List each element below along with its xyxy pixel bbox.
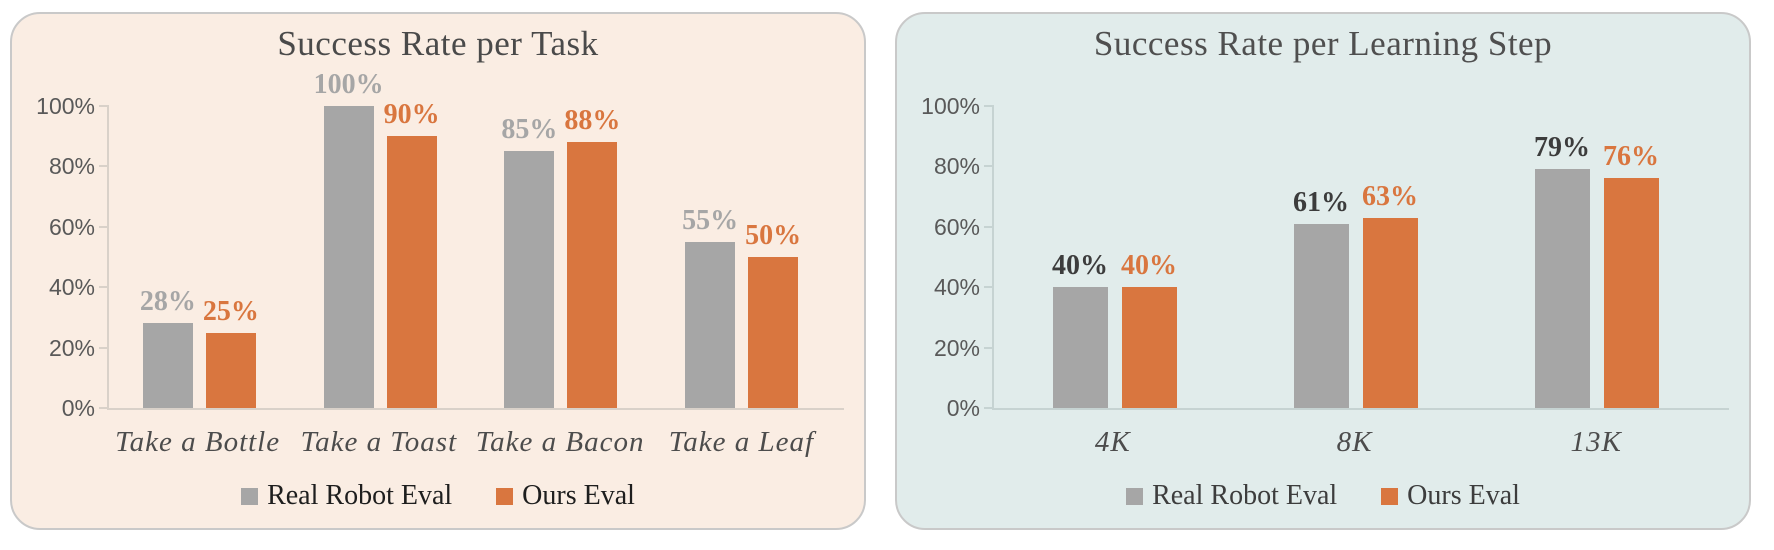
legend-swatch [1126,487,1144,505]
bar-value-label: 90% [383,99,440,131]
bars-row: 40% 40% 61% 63% 79% 76% [994,106,1717,408]
bar: 40% [1052,250,1108,408]
bar-value-label: 79% [1534,132,1590,164]
plot-area: 0% 20% 40% 60% 80% 100% 40% 40% 61% 63% 79% 76% [921,93,1729,421]
bar-group: 79% 76% [1476,106,1717,408]
chart-title: Success Rate per Learning Step [1093,24,1553,63]
chart-panel: Success Rate per Learning Step 0% 20% 40% 6… [895,12,1751,530]
y-tick-label: 20% [933,334,980,361]
y-tick-label: 60% [48,213,95,240]
y-tick-label: 80% [48,153,95,180]
bar-value-label: 76% [1603,141,1659,173]
y-tick-label: 0% [946,395,980,421]
legend-item: Real Robot Eval [241,480,452,512]
x-category-label: Take a Toast [300,426,458,458]
bar-value-label: 55% [682,204,739,236]
x-category-label: Take a Leaf [668,426,815,458]
bars-row: 28% 25% 100% 90% 85% 88% 55% 50% [109,69,832,408]
bar: 100% [314,69,384,408]
bar: 63% [1362,181,1418,408]
bar: 76% [1603,141,1659,408]
bar-group: 28% 25% [109,106,290,408]
plot-area: 0% 20% 40% 60% 80% 100% 28% 25% 100% 90% 85% 88% 55%… [36,69,844,421]
y-tick-mark [984,407,994,409]
y-tick-mark [99,346,109,349]
legend-item: Real Robot Eval [1126,480,1337,512]
chart-panel: Success Rate per Task 0% 20% 40% 60% 80% 100%… [10,12,866,530]
x-axis-labels: 4K 8K 13K [992,426,1717,459]
x-axis-line [107,408,844,410]
bar-value-label: 100% [313,69,384,100]
legend-label: Real Robot Eval [267,480,453,511]
x-category-label: Take a Bacon [475,426,645,458]
bar-value-label: 25% [202,295,259,327]
x-axis-labels: Take a Bottle Take a Toast Take a Bacon Tak… [107,426,832,459]
bar-group: 55% 50% [651,106,832,408]
y-tick-label: 100% [36,93,95,119]
bar: 85% [501,114,557,408]
bar-value-label: 88% [564,105,621,137]
bar: 90% [384,99,440,408]
bar: 88% [564,105,620,408]
y-tick-mark [984,165,994,168]
legend-item: Ours Eval [1381,480,1520,512]
x-category-label: 4K [1094,426,1131,458]
bar-value-label: 40% [1121,250,1177,282]
y-tick-label: 40% [48,274,95,301]
bar-value-label: 63% [1362,180,1418,212]
bar-value-label: 85% [501,114,558,146]
y-tick-mark [99,105,109,107]
y-tick-label: 100% [921,93,980,119]
x-axis-line [992,408,1729,410]
legend-swatch [241,487,259,505]
y-tick-mark [984,286,994,289]
bar-value-label: 28% [139,286,196,318]
y-tick-mark [99,407,109,409]
legend: Real Robot Eval Ours Eval [897,480,1749,512]
bar-group: 40% 40% [994,106,1235,408]
bar: 55% [682,205,738,408]
bar: 40% [1121,250,1177,408]
y-tick-mark [99,286,109,289]
x-category-label: 13K [1570,426,1622,458]
bar: 50% [745,220,801,408]
y-tick-mark [99,165,109,168]
y-tick-mark [984,225,994,228]
y-tick-mark [99,225,109,228]
bar-group: 85% 88% [471,105,652,408]
legend-label: Ours Eval [522,480,635,511]
legend-swatch [1381,487,1399,505]
y-tick-label: 20% [48,334,95,361]
bar-group: 100% 90% [290,69,471,408]
bar: 25% [203,296,259,408]
legend-label: Real Robot Eval [1152,480,1338,511]
chart-title: Success Rate per Task [277,24,599,63]
y-tick-label: 80% [933,153,980,180]
bar-value-label: 50% [745,220,802,251]
legend-label: Ours Eval [1407,480,1520,511]
y-tick-mark [984,105,994,107]
bar-group: 61% 63% [1235,106,1476,408]
x-category-label: Take a Bottle [115,426,281,458]
bar-value-label: 40% [1052,250,1108,282]
bar-value-label: 61% [1293,186,1349,218]
bar: 61% [1293,187,1349,408]
bar: 79% [1534,132,1590,408]
y-tick-label: 40% [933,274,980,301]
y-tick-label: 60% [933,213,980,240]
bar: 28% [140,286,196,408]
legend-swatch [496,487,514,505]
x-category-label: 8K [1336,426,1373,458]
legend: Real Robot Eval Ours Eval [12,480,864,512]
legend-item: Ours Eval [496,480,635,512]
y-tick-mark [984,346,994,349]
y-tick-label: 0% [61,395,95,421]
